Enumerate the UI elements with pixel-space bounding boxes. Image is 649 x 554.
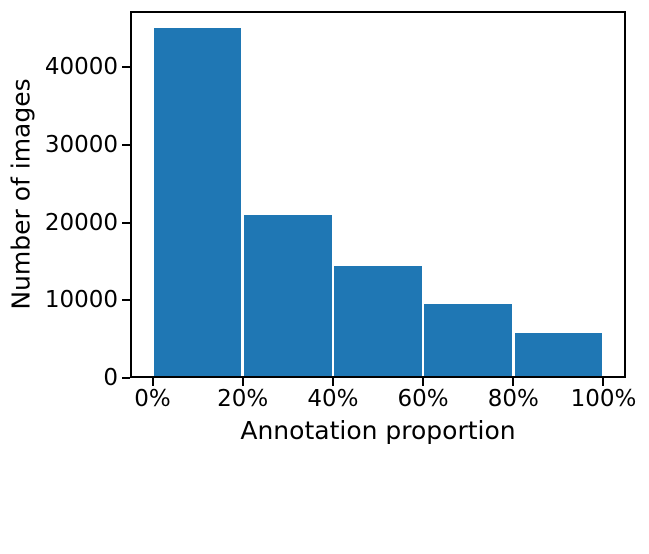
x-tick-label: 40%: [307, 386, 359, 412]
y-tick-mark: [122, 299, 130, 302]
y-tick-label: 10000: [44, 287, 118, 314]
y-tick-label: 20000: [44, 209, 118, 236]
bar: [244, 214, 332, 376]
x-tick-mark: [241, 378, 244, 386]
y-tick-mark: [122, 377, 130, 379]
bar: [424, 304, 512, 376]
y-tick-label: 30000: [44, 131, 118, 158]
bar: [153, 28, 242, 376]
y-tick-mark: [122, 143, 130, 146]
y-tick-label: 0: [103, 365, 118, 391]
y-tick-mark: [122, 66, 130, 69]
x-tick-mark: [331, 378, 334, 386]
x-tick-label: 80%: [487, 386, 539, 412]
x-tick-mark: [422, 378, 425, 386]
y-tick-mark: [122, 221, 130, 224]
y-axis-label: Number of images: [6, 78, 36, 310]
x-tick-label: 100%: [570, 386, 637, 412]
x-tick-mark: [151, 378, 154, 386]
bar: [334, 266, 422, 376]
bar: [514, 332, 603, 376]
x-tick-mark: [512, 378, 515, 386]
y-tick-label: 40000: [44, 54, 118, 81]
x-tick-label: 20%: [217, 386, 269, 412]
x-tick-label: 0%: [134, 386, 171, 412]
x-tick-label: 60%: [397, 386, 449, 412]
x-axis-label: Annotation proportion: [240, 416, 516, 445]
x-tick-mark: [602, 378, 605, 386]
